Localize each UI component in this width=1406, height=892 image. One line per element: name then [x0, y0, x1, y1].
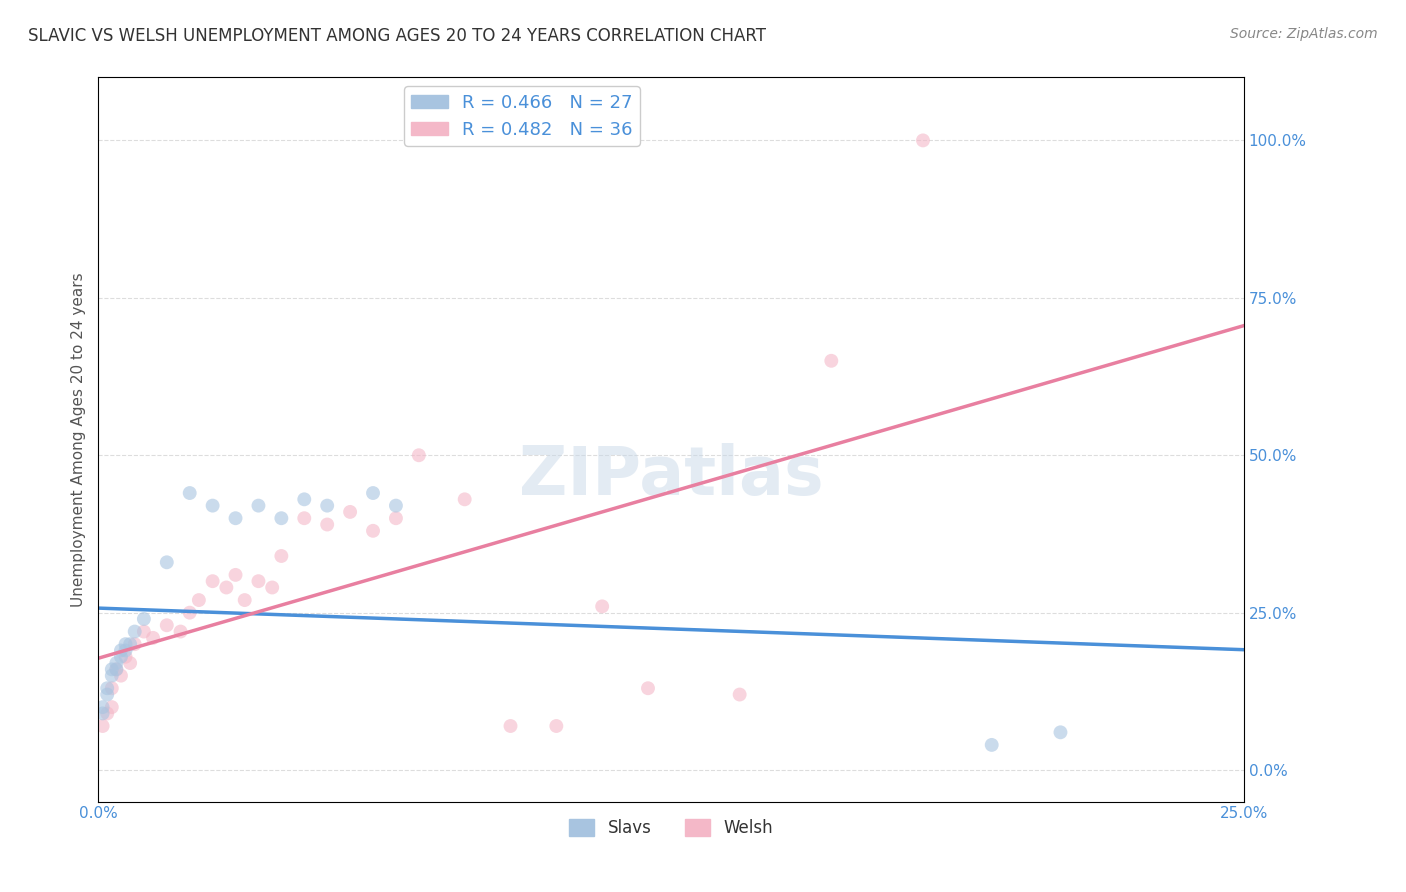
Point	[96, 681, 118, 696]
Legend: Slavs, Welsh: Slavs, Welsh	[562, 813, 779, 844]
Point	[105, 656, 128, 670]
Point	[292, 492, 315, 507]
Point	[453, 492, 475, 507]
Point	[156, 618, 179, 632]
Point	[169, 624, 191, 639]
Point	[96, 706, 118, 721]
Point	[110, 643, 132, 657]
Point	[728, 688, 751, 702]
Point	[233, 593, 256, 607]
Point	[101, 662, 124, 676]
Point	[124, 624, 146, 639]
Point	[270, 511, 292, 525]
Point	[1049, 725, 1071, 739]
Point	[91, 706, 114, 721]
Point	[132, 624, 155, 639]
Point	[179, 606, 201, 620]
Point	[124, 637, 146, 651]
Point	[142, 631, 165, 645]
Text: ZIPatlas: ZIPatlas	[519, 442, 824, 508]
Point	[339, 505, 361, 519]
Point	[292, 511, 315, 525]
Point	[96, 688, 118, 702]
Point	[546, 719, 568, 733]
Point	[499, 719, 522, 733]
Point	[591, 599, 613, 614]
Point	[114, 643, 136, 657]
Point	[114, 649, 136, 664]
Point	[820, 353, 842, 368]
Point	[91, 719, 114, 733]
Text: SLAVIC VS WELSH UNEMPLOYMENT AMONG AGES 20 TO 24 YEARS CORRELATION CHART: SLAVIC VS WELSH UNEMPLOYMENT AMONG AGES …	[28, 27, 766, 45]
Point	[316, 517, 339, 532]
Point	[91, 700, 114, 714]
Point	[110, 668, 132, 682]
Point	[316, 499, 339, 513]
Point	[270, 549, 292, 563]
Point	[156, 555, 179, 569]
Point	[179, 486, 201, 500]
Y-axis label: Unemployment Among Ages 20 to 24 years: Unemployment Among Ages 20 to 24 years	[72, 272, 86, 607]
Point	[101, 668, 124, 682]
Point	[105, 662, 128, 676]
Point	[225, 511, 247, 525]
Point	[911, 133, 934, 147]
Point	[225, 567, 247, 582]
Point	[105, 662, 128, 676]
Point	[201, 499, 224, 513]
Point	[201, 574, 224, 589]
Point	[980, 738, 1002, 752]
Point	[110, 649, 132, 664]
Point	[408, 448, 430, 462]
Text: Source: ZipAtlas.com: Source: ZipAtlas.com	[1230, 27, 1378, 41]
Point	[101, 681, 124, 696]
Point	[262, 581, 284, 595]
Point	[120, 637, 142, 651]
Point	[247, 499, 270, 513]
Point	[114, 637, 136, 651]
Point	[637, 681, 659, 696]
Point	[132, 612, 155, 626]
Point	[120, 656, 142, 670]
Point	[101, 700, 124, 714]
Point	[385, 511, 408, 525]
Point	[361, 486, 384, 500]
Point	[187, 593, 209, 607]
Point	[215, 581, 238, 595]
Point	[361, 524, 384, 538]
Point	[385, 499, 408, 513]
Point	[247, 574, 270, 589]
